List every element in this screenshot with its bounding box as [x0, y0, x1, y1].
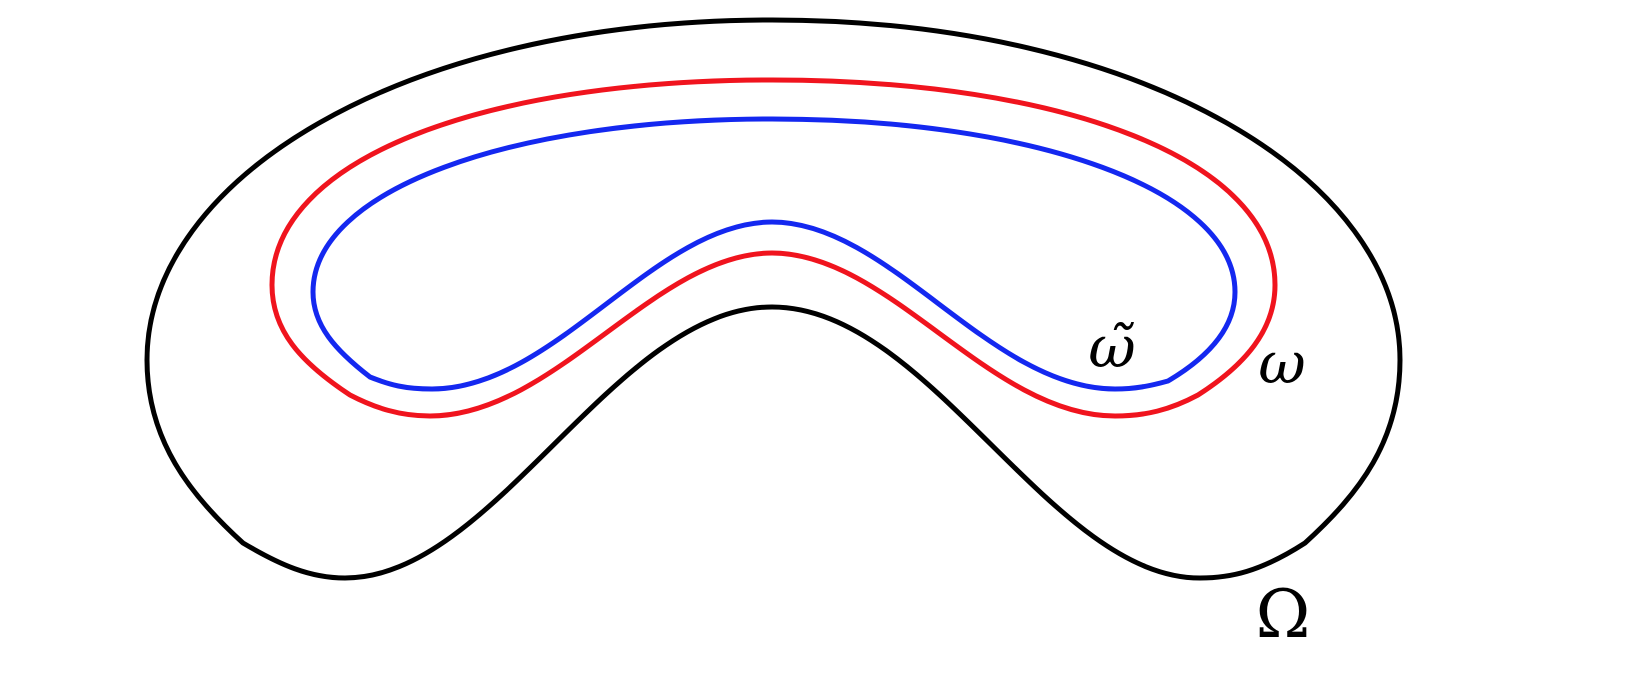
middle-region-label: ω — [1258, 329, 1305, 397]
middle-boundary — [269, 77, 1278, 419]
outer-boundary — [144, 17, 1403, 581]
inner-region-label: ω̃ — [1088, 313, 1135, 381]
inner-boundary — [310, 116, 1238, 392]
domain-label: Ω — [1256, 576, 1311, 653]
